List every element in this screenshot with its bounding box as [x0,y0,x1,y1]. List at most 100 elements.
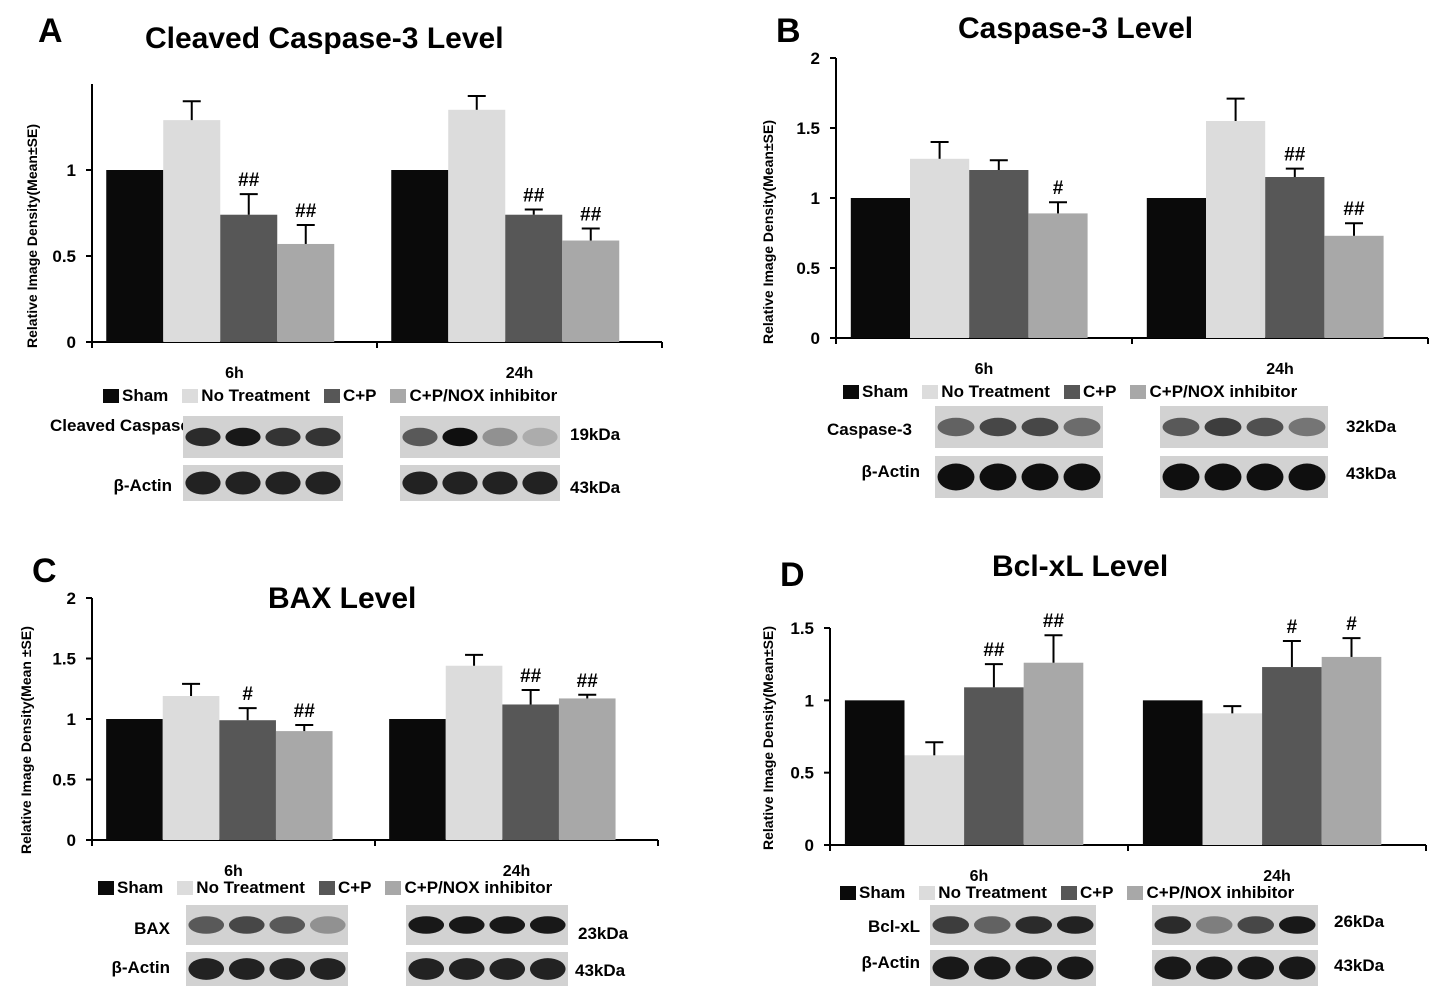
bar-sham-24h [389,719,446,840]
significance-mark: ## [294,701,316,722]
y-tick-label: 0 [811,329,820,348]
bar-chart: 0 0.5 1 ## ## 6h ## ## 24h [52,84,663,382]
blot-band [185,471,221,495]
blot-image [186,952,348,986]
legend-label: No Treatment [196,878,305,897]
bar-no-treatment-6h [904,755,965,845]
blot-band [225,427,261,447]
blot-image [935,406,1103,448]
blot-band [522,427,558,447]
x-category-label: 24h [506,365,534,382]
legend-item: Sham [98,878,163,898]
legend-swatch [182,389,199,403]
blot-image [935,456,1103,498]
blot-band [489,958,526,980]
legend-label: C+P/NOX inhibitor [409,386,558,405]
legend-swatch [1063,385,1080,399]
blot-band [309,958,346,980]
blot-control-label: β-Actin [861,953,920,972]
legend-label: C+P [1082,382,1117,401]
blot-band [1278,916,1316,934]
blot-band [1162,463,1200,491]
legend-swatch [323,389,340,403]
x-category-label: 6h [225,365,244,382]
control-kda: 43kDa [570,478,621,497]
significance-mark: ## [983,640,1005,661]
bar-no-treatment-24h [448,109,506,342]
bar-c-p-24h [502,704,559,840]
blot-band [442,471,478,495]
bar-no-treatment-6h [910,158,970,338]
legend-swatch [843,385,859,399]
legend-item: C+P/NOX inhibitor [1127,883,1294,903]
bar-sham-6h [850,198,910,338]
legend-label: Sham [862,382,909,401]
blot-band [1278,956,1316,980]
western-blot-actin-6h [186,952,348,986]
legend-label: C+P/NOX inhibitor [1146,883,1295,902]
legend-label: No Treatment [938,883,1047,902]
bar-sham-6h [106,719,163,840]
x-category-label: 24h [1266,361,1294,378]
panel-letter: A [38,12,63,50]
legend-swatch [922,385,939,399]
significance-mark: ## [1343,199,1365,220]
blot-image [183,416,343,458]
legend-swatch [390,389,407,403]
blot-control-label: β-Actin [861,462,920,481]
blot-band [188,958,225,980]
bar-c-p-nox-inhibitor-24h [558,698,616,840]
blot-image [1160,406,1328,448]
blot-band [402,427,438,447]
significance-mark: ## [1043,611,1065,632]
legend-item: Sham [103,386,168,406]
panel-letter: D [780,556,805,594]
blot-protein-label: Cleaved Caspase-3 [50,416,205,435]
blot-band [1015,956,1053,980]
blot-band [529,916,566,934]
western-blot-actin-24h [1160,456,1328,498]
blot-image [186,905,348,945]
blot-band [973,916,1011,934]
legend: Sham No Treatment C+P C+P/NOX inhibitor [103,386,557,406]
bar-sham-24h [391,170,449,342]
bar-c-p-6h [969,170,1029,338]
significance-mark: ## [577,671,599,692]
bar-chart: 00.511.5####6h# #24h [790,611,1427,885]
western-blot-24h [406,905,568,945]
significance-mark: # [1346,614,1357,635]
chart-title: Bcl-xL Level [992,550,1169,583]
bar-chart: 0 0.5 1 1.5 2 #6h ## ## 24h [796,49,1429,378]
bar-no-treatment-6h [163,120,221,343]
legend-swatch [1127,886,1144,900]
y-tick-label: 1 [67,710,76,729]
legend-swatch [840,886,856,900]
blot-band [522,471,558,495]
western-blot-6h [930,905,1096,945]
legend-item: C+P/NOX inhibitor [1130,382,1297,402]
blot-band [1237,956,1275,980]
blot-band [1288,417,1326,437]
blot-band [937,417,975,437]
y-tick-label: 0.5 [52,771,76,790]
legend-item: Sham [843,382,908,402]
legend-swatch [1060,886,1077,900]
blot-image [406,952,568,986]
blot-band [228,916,265,934]
blot-band [937,463,975,491]
bar-c-p-nox-inhibitor-24h [562,240,620,342]
blot-band [1063,463,1101,491]
blot-band [1154,956,1192,980]
blot-band [1204,417,1242,437]
bar-sham-6h [844,700,905,845]
blot-band [448,958,485,980]
blot-band [1056,956,1094,980]
x-category-label: 24h [1263,868,1291,885]
blot-control-label: β-Actin [113,476,172,495]
blot-band [402,471,438,495]
blot-band [932,916,970,934]
blot-band [1288,463,1326,491]
legend-item: C+P/NOX inhibitor [385,878,552,898]
blot-band [265,471,301,495]
y-tick-label: 0 [805,836,814,855]
